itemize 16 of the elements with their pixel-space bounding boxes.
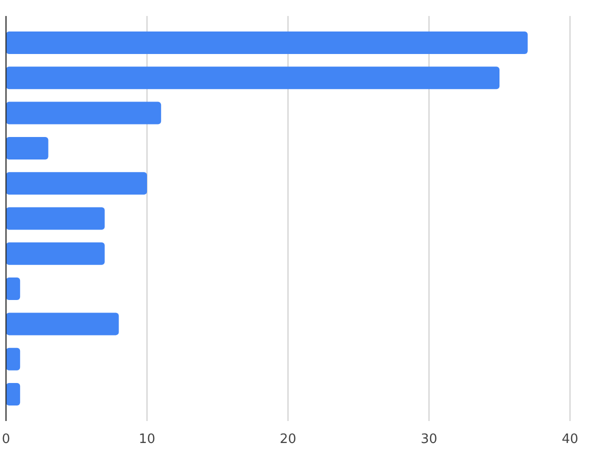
bar bbox=[6, 278, 20, 300]
bar bbox=[6, 136, 48, 160]
bar bbox=[6, 382, 20, 406]
bar bbox=[6, 207, 105, 230]
bar bbox=[6, 66, 500, 90]
x-tick-label: 0 bbox=[2, 432, 10, 447]
x-tick-label: 20 bbox=[280, 432, 296, 447]
x-tick-label: 40 bbox=[562, 432, 578, 447]
bar bbox=[6, 348, 20, 370]
bar bbox=[6, 172, 147, 195]
x-tick-label: 30 bbox=[420, 432, 438, 447]
x-tick-label: 10 bbox=[138, 432, 156, 447]
bar bbox=[6, 102, 162, 124]
bar bbox=[6, 32, 528, 54]
bar bbox=[6, 242, 105, 265]
bar bbox=[6, 312, 119, 336]
